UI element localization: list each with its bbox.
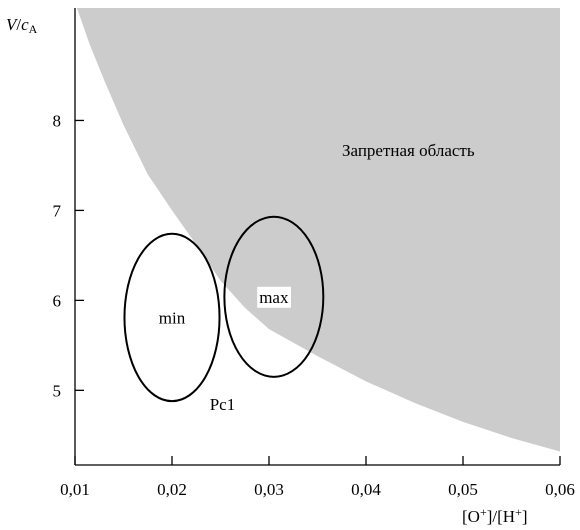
ellipse-min xyxy=(123,232,221,403)
annotation-label: Pc1 xyxy=(210,395,236,414)
x-tick-label: 0,01 xyxy=(60,480,90,499)
y-tick-label: 5 xyxy=(53,381,62,400)
y-tick-label: 8 xyxy=(53,111,62,130)
ellipse-label-bg-min xyxy=(156,307,188,329)
x-tick-label: 0,05 xyxy=(448,480,478,499)
y-tick-label: 6 xyxy=(53,291,62,310)
x-tick-label: 0,04 xyxy=(351,480,381,499)
x-tick-label: 0,03 xyxy=(254,480,284,499)
ellipse-label-bg-max xyxy=(257,286,291,308)
forbidden-region xyxy=(76,8,560,452)
ellipse-label-min: min xyxy=(159,308,186,327)
ellipse-max xyxy=(223,215,325,378)
forbidden-region-label: Запретная область xyxy=(342,141,475,160)
x-tick-label: 0,02 xyxy=(157,480,187,499)
ellipse-label-max: max xyxy=(259,288,289,307)
x-tick-label: 0,06 xyxy=(545,480,575,499)
x-axis-label: [O+]/[H+] xyxy=(462,505,528,526)
y-tick-label: 7 xyxy=(53,201,62,220)
y-axis-label: V/cA xyxy=(6,15,38,36)
